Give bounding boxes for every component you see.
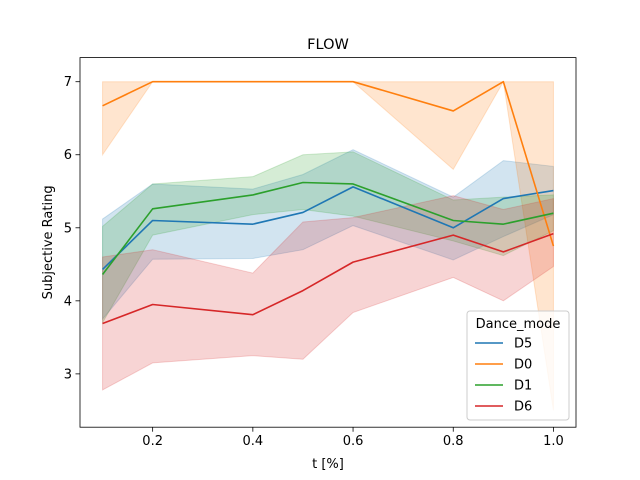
x-tick-label: 0.6 <box>343 434 364 449</box>
y-tick-label: 5 <box>64 221 72 236</box>
legend-entry-label: D5 <box>514 337 532 352</box>
x-axis-ticks: 0.2 0.4 0.6 0.8 1.0 <box>142 427 564 449</box>
confidence-band-0 <box>102 149 554 321</box>
series-line-0 <box>101 186 554 271</box>
y-tick-label: 7 <box>64 75 72 90</box>
series-line-1 <box>102 80 555 247</box>
legend-entry-label: D0 <box>514 358 532 373</box>
y-tick-label: 6 <box>64 148 72 163</box>
x-tick-label: 0.8 <box>443 434 464 449</box>
y-axis-ticks: 3 4 5 6 7 <box>64 75 80 382</box>
y-axis-label: Subjective Rating <box>41 185 56 299</box>
chart-title: FLOW <box>307 37 349 53</box>
x-tick-label: 1.0 <box>543 434 564 449</box>
legend-entry-label: D1 <box>514 379 532 394</box>
y-tick-label: 3 <box>64 367 72 382</box>
y-tick-label: 4 <box>64 294 72 309</box>
confidence-band-3 <box>102 195 554 391</box>
series-line-3 <box>102 232 554 325</box>
x-axis-label: t [%] <box>312 457 344 472</box>
x-tick-label: 0.2 <box>142 434 163 449</box>
legend-entry-label: D6 <box>514 400 532 415</box>
series-line-2 <box>101 181 554 276</box>
legend-items: D5 D0 D1 D6 <box>475 337 532 415</box>
confidence-bands <box>102 80 554 411</box>
confidence-band-2 <box>102 151 554 325</box>
series-lines <box>101 80 555 325</box>
plot-frame <box>79 57 577 428</box>
legend-box <box>466 310 570 421</box>
legend-title: Dance_mode <box>476 317 561 332</box>
x-tick-label: 0.4 <box>243 434 264 449</box>
legend: Dance_mode D5 D0 D1 D6 <box>466 310 570 421</box>
